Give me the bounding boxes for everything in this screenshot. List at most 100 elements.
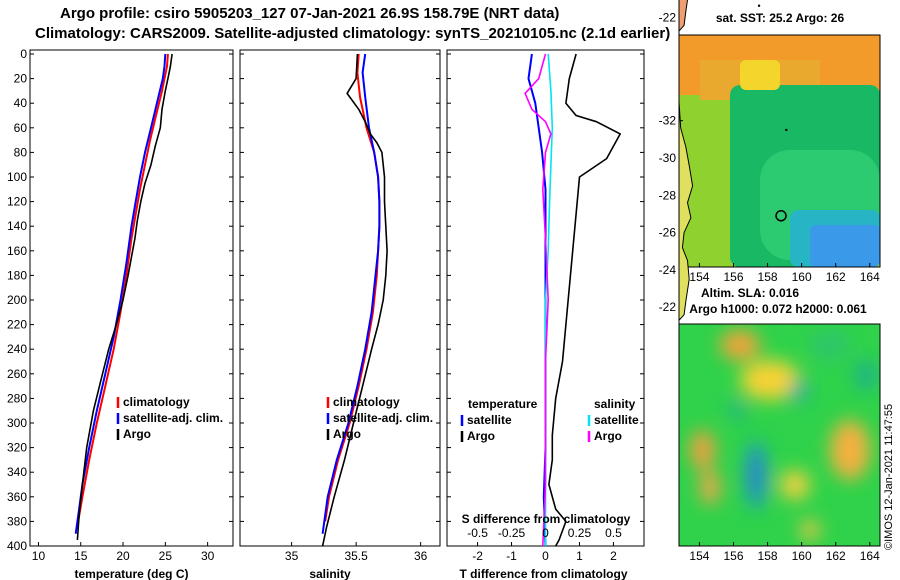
map-y-tick-label: -22	[659, 10, 677, 24]
sst-patch	[810, 225, 880, 267]
sla-patch	[690, 430, 715, 470]
sla-patch	[855, 360, 877, 390]
map-y-tick-label: -28	[659, 188, 677, 202]
y-tick-label: 220	[7, 318, 27, 332]
y-tick-label: 160	[7, 244, 27, 258]
sla-patch	[700, 470, 720, 505]
legend-label: Argo	[333, 427, 361, 441]
sst-label: sat. SST: 25.2 Argo: 26	[716, 11, 845, 25]
map-x-tick-label: 162	[826, 549, 846, 563]
legend-label: Argo	[467, 429, 495, 443]
x-tick-label: 1	[576, 549, 583, 563]
argo-height-label: Argo h1000: 0.072 h2000: 0.061	[689, 302, 867, 316]
series-group-difference	[524, 53, 622, 546]
legend-label: Argo	[594, 429, 622, 443]
y-tick-label: 320	[7, 441, 27, 455]
map-x-tick-label: 154	[689, 549, 709, 563]
x2-tick-label: -0.5	[467, 526, 488, 540]
x-axis-label: temperature (deg C)	[74, 567, 188, 580]
map-x-tick-label: 154	[689, 270, 709, 284]
title-line-2: Climatology: CARS2009. Satellite-adjuste…	[35, 25, 671, 42]
y-tick-label: 380	[7, 514, 27, 528]
y-tick-label: 40	[14, 96, 28, 110]
legend-label: satellite	[467, 413, 512, 427]
map-y-tick-label: -30	[659, 151, 677, 165]
x2-axis-label: S difference from climatology	[462, 512, 631, 526]
legend-label: climatology	[333, 395, 400, 409]
y-tick-label: 120	[7, 195, 27, 209]
map-x-tick-label: 156	[723, 270, 743, 284]
series-line-s-argo	[524, 53, 552, 546]
map-x-tick-label: 156	[723, 549, 743, 563]
legend-title: temperature	[468, 397, 538, 411]
panel-frame-salinity	[239, 49, 441, 547]
series-line-argo	[321, 53, 388, 546]
coastline	[678, 0, 688, 267]
series-line-satellite-adj-clim-	[74, 53, 167, 534]
x-axis-label: T difference from climatology	[459, 567, 627, 580]
x-tick-label: 0	[542, 549, 549, 563]
series-line-climatology	[77, 53, 169, 522]
map-x-tick-label: 160	[792, 549, 812, 563]
map-y-tick-label: -32	[659, 114, 677, 128]
sla-patch	[750, 455, 762, 495]
sla-map	[679, 324, 880, 546]
x-tick-label: 15	[74, 549, 88, 563]
y-tick-label: 140	[7, 219, 27, 233]
y-tick-label: 360	[7, 490, 27, 504]
series-line-climatology	[324, 53, 381, 522]
x-tick-label: -2	[472, 549, 483, 563]
x-tick-label: 35.5	[344, 549, 368, 563]
sla-label: Altim. SLA: 0.016	[701, 286, 799, 300]
sst-map	[679, 35, 880, 267]
sla-patch	[790, 380, 808, 402]
x2-tick-label: 0	[542, 526, 549, 540]
x-tick-label: 35	[285, 549, 299, 563]
sla-patch	[800, 520, 820, 540]
island-mark	[785, 128, 788, 132]
island-mark	[757, 294, 761, 298]
y-tick-label: 80	[14, 145, 28, 159]
series-line-t-satellite	[527, 53, 547, 546]
legend-label: satellite-adj. clim.	[123, 411, 223, 425]
island-mark	[757, 4, 761, 7]
y-tick-label: 260	[7, 367, 27, 381]
title-line-1: Argo profile: csiro 5905203_127 07-Jan-2…	[60, 5, 560, 22]
sla-patch	[720, 330, 760, 360]
legend-label: satellite	[594, 413, 639, 427]
argo-location-marker	[775, 210, 787, 222]
x2-tick-label: 0.25	[568, 526, 592, 540]
map-x-tick-label: 158	[758, 549, 778, 563]
y-tick-label: 60	[14, 121, 28, 135]
x-tick-label: 20	[116, 549, 130, 563]
copyright-footer: ©IMOS 12-Jan-2021 11:47:55	[883, 403, 895, 550]
legend-title: salinity	[594, 397, 636, 411]
sla-patch	[830, 420, 870, 480]
x-tick-label: 30	[201, 549, 215, 563]
y-tick-label: 200	[7, 293, 27, 307]
y-tick-label: 20	[14, 72, 28, 86]
y-tick-label: 280	[7, 391, 27, 405]
map-y-tick-label: -24	[659, 263, 677, 277]
x2-tick-label: -0.25	[498, 526, 526, 540]
legend-label: climatology	[123, 395, 190, 409]
series-group-salinity	[321, 53, 388, 546]
series-group-temperature	[74, 53, 173, 540]
map-x-tick-label: 158	[758, 270, 778, 284]
map-x-tick-label: 164	[860, 270, 880, 284]
sst-patch	[740, 60, 780, 90]
series-line-satellite-adj-clim-	[321, 53, 381, 534]
y-tick-label: 100	[7, 170, 27, 184]
y-tick-label: 300	[7, 416, 27, 430]
panel-frame-temperature	[29, 49, 234, 547]
map-x-tick-label: 160	[792, 270, 812, 284]
sla-patch	[780, 470, 810, 500]
series-line-t-argo	[548, 53, 622, 546]
x-tick-label: 36	[414, 549, 428, 563]
x-tick-label: 10	[32, 549, 46, 563]
x-tick-label: 2	[610, 549, 617, 563]
y-tick-label: 340	[7, 465, 27, 479]
sla-patch	[810, 330, 850, 360]
y-tick-label: 400	[7, 539, 27, 553]
